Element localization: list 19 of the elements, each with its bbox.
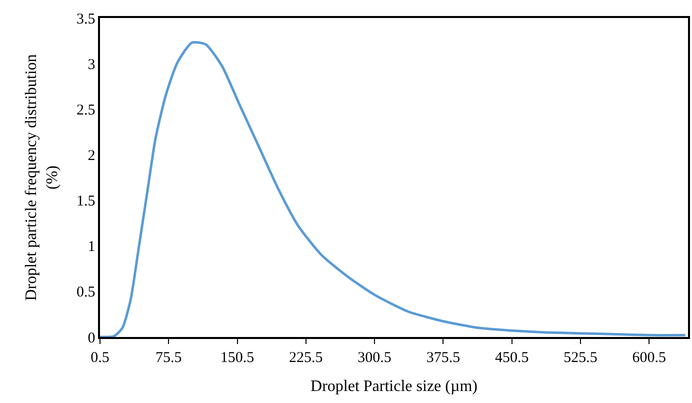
y-axis-title: Droplet particle frequency distribution (%) <box>23 54 61 301</box>
x-tick-label: 150.5 <box>220 350 254 366</box>
y-tick-label: 2 <box>88 148 96 164</box>
y-tick-label: 3 <box>88 56 96 73</box>
y-tick-label: 0.5 <box>76 284 96 301</box>
x-tick-label: 225.5 <box>289 350 323 366</box>
x-tick-label: 450.5 <box>494 350 529 366</box>
y-tick-label: 1.5 <box>76 194 96 210</box>
y-tick-label: 2.5 <box>76 102 96 118</box>
x-tick-label: 75.5 <box>156 350 182 366</box>
y-tick-label: 3.5 <box>76 11 96 28</box>
x-tick-label: 375.5 <box>426 350 460 366</box>
x-tick-label: 525.5 <box>564 350 598 366</box>
x-tick-label: 300.5 <box>358 350 392 366</box>
x-axis-title: Droplet Particle size (µm) <box>310 378 478 395</box>
x-tick-label: 600.5 <box>632 350 666 366</box>
y-tick-label: 1 <box>88 239 96 256</box>
line-series <box>100 41 686 337</box>
y-tick-label: 0 <box>88 330 96 346</box>
